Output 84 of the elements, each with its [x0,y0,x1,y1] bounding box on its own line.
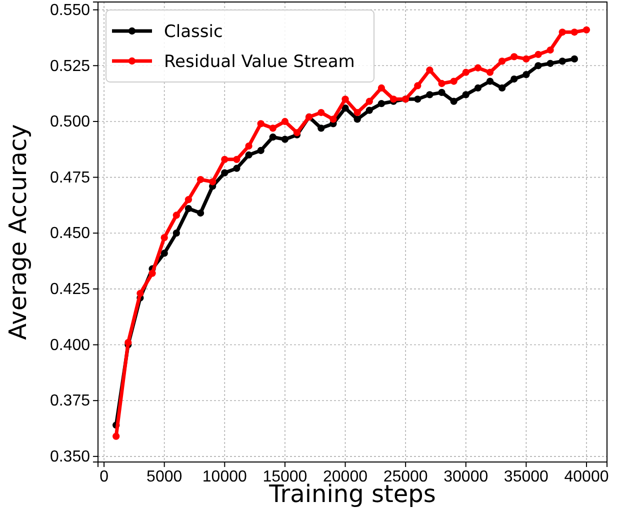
point [414,82,422,90]
point [245,142,252,150]
point [522,55,530,63]
point [474,84,482,92]
point [196,176,204,184]
point [438,88,446,96]
point [570,55,578,63]
point [184,196,192,204]
point [498,58,506,65]
point [462,91,470,98]
legend-label: Classic [164,22,223,42]
point [221,156,228,163]
point [462,68,470,76]
point [510,75,518,83]
y-tick-label: 0.450 [50,225,90,242]
y-tick-label: 0.350 [50,448,90,466]
point [414,96,422,103]
y-tick-label: 0.425 [50,281,90,298]
point [196,209,204,217]
point [582,26,590,34]
point [160,250,168,257]
point [342,104,349,112]
y-tick-label: 0.375 [50,392,90,410]
x-tick-label: 25000 [383,468,428,486]
point [558,28,566,36]
y-tick-label: 0.475 [50,169,90,186]
point [233,156,240,163]
point [330,116,337,123]
point [148,270,156,277]
point [378,84,386,92]
y-tick-label: 0.525 [50,58,90,75]
point [257,146,264,154]
point [522,71,530,78]
point [438,80,446,88]
point [209,178,216,186]
point [570,28,578,36]
point [534,50,542,58]
point [486,68,494,76]
point [510,53,518,60]
point [546,46,554,54]
x-tick-label: 35000 [504,468,549,486]
point [257,120,264,128]
point [486,78,494,85]
y-tick-label: 0.400 [50,336,90,354]
point [269,124,276,132]
point [378,100,386,108]
point [318,124,325,132]
y-tick-label: 0.550 [50,2,90,19]
point [233,164,240,172]
point [172,230,180,237]
point [269,134,276,141]
legend-label: Residual Value Stream [164,52,355,72]
y-tick-label: 0.500 [50,114,90,131]
point [172,212,180,219]
point [245,151,252,159]
x-tick-label: 5000 [146,468,182,486]
point [426,66,434,74]
point [534,62,542,70]
point [136,290,144,297]
point [318,108,325,116]
point [342,96,349,103]
point [160,234,168,242]
point [281,136,289,143]
point [450,98,458,105]
point [366,98,373,105]
x-tick-label: 10000 [202,468,247,486]
x-tick-label: 0 [100,468,109,486]
point [498,84,506,92]
point [354,116,361,123]
point [354,108,361,116]
point [450,78,458,85]
point [281,118,289,126]
point [124,338,132,346]
point [558,58,566,65]
y-axis-title: Average Accuracy [4,124,32,340]
point [366,106,373,114]
x-tick-label: 40000 [564,468,609,486]
point [474,64,482,72]
point [546,60,554,67]
point [221,169,228,176]
point [426,91,434,98]
point [184,204,192,212]
x-tick-label: 30000 [444,468,488,486]
point [112,432,120,440]
